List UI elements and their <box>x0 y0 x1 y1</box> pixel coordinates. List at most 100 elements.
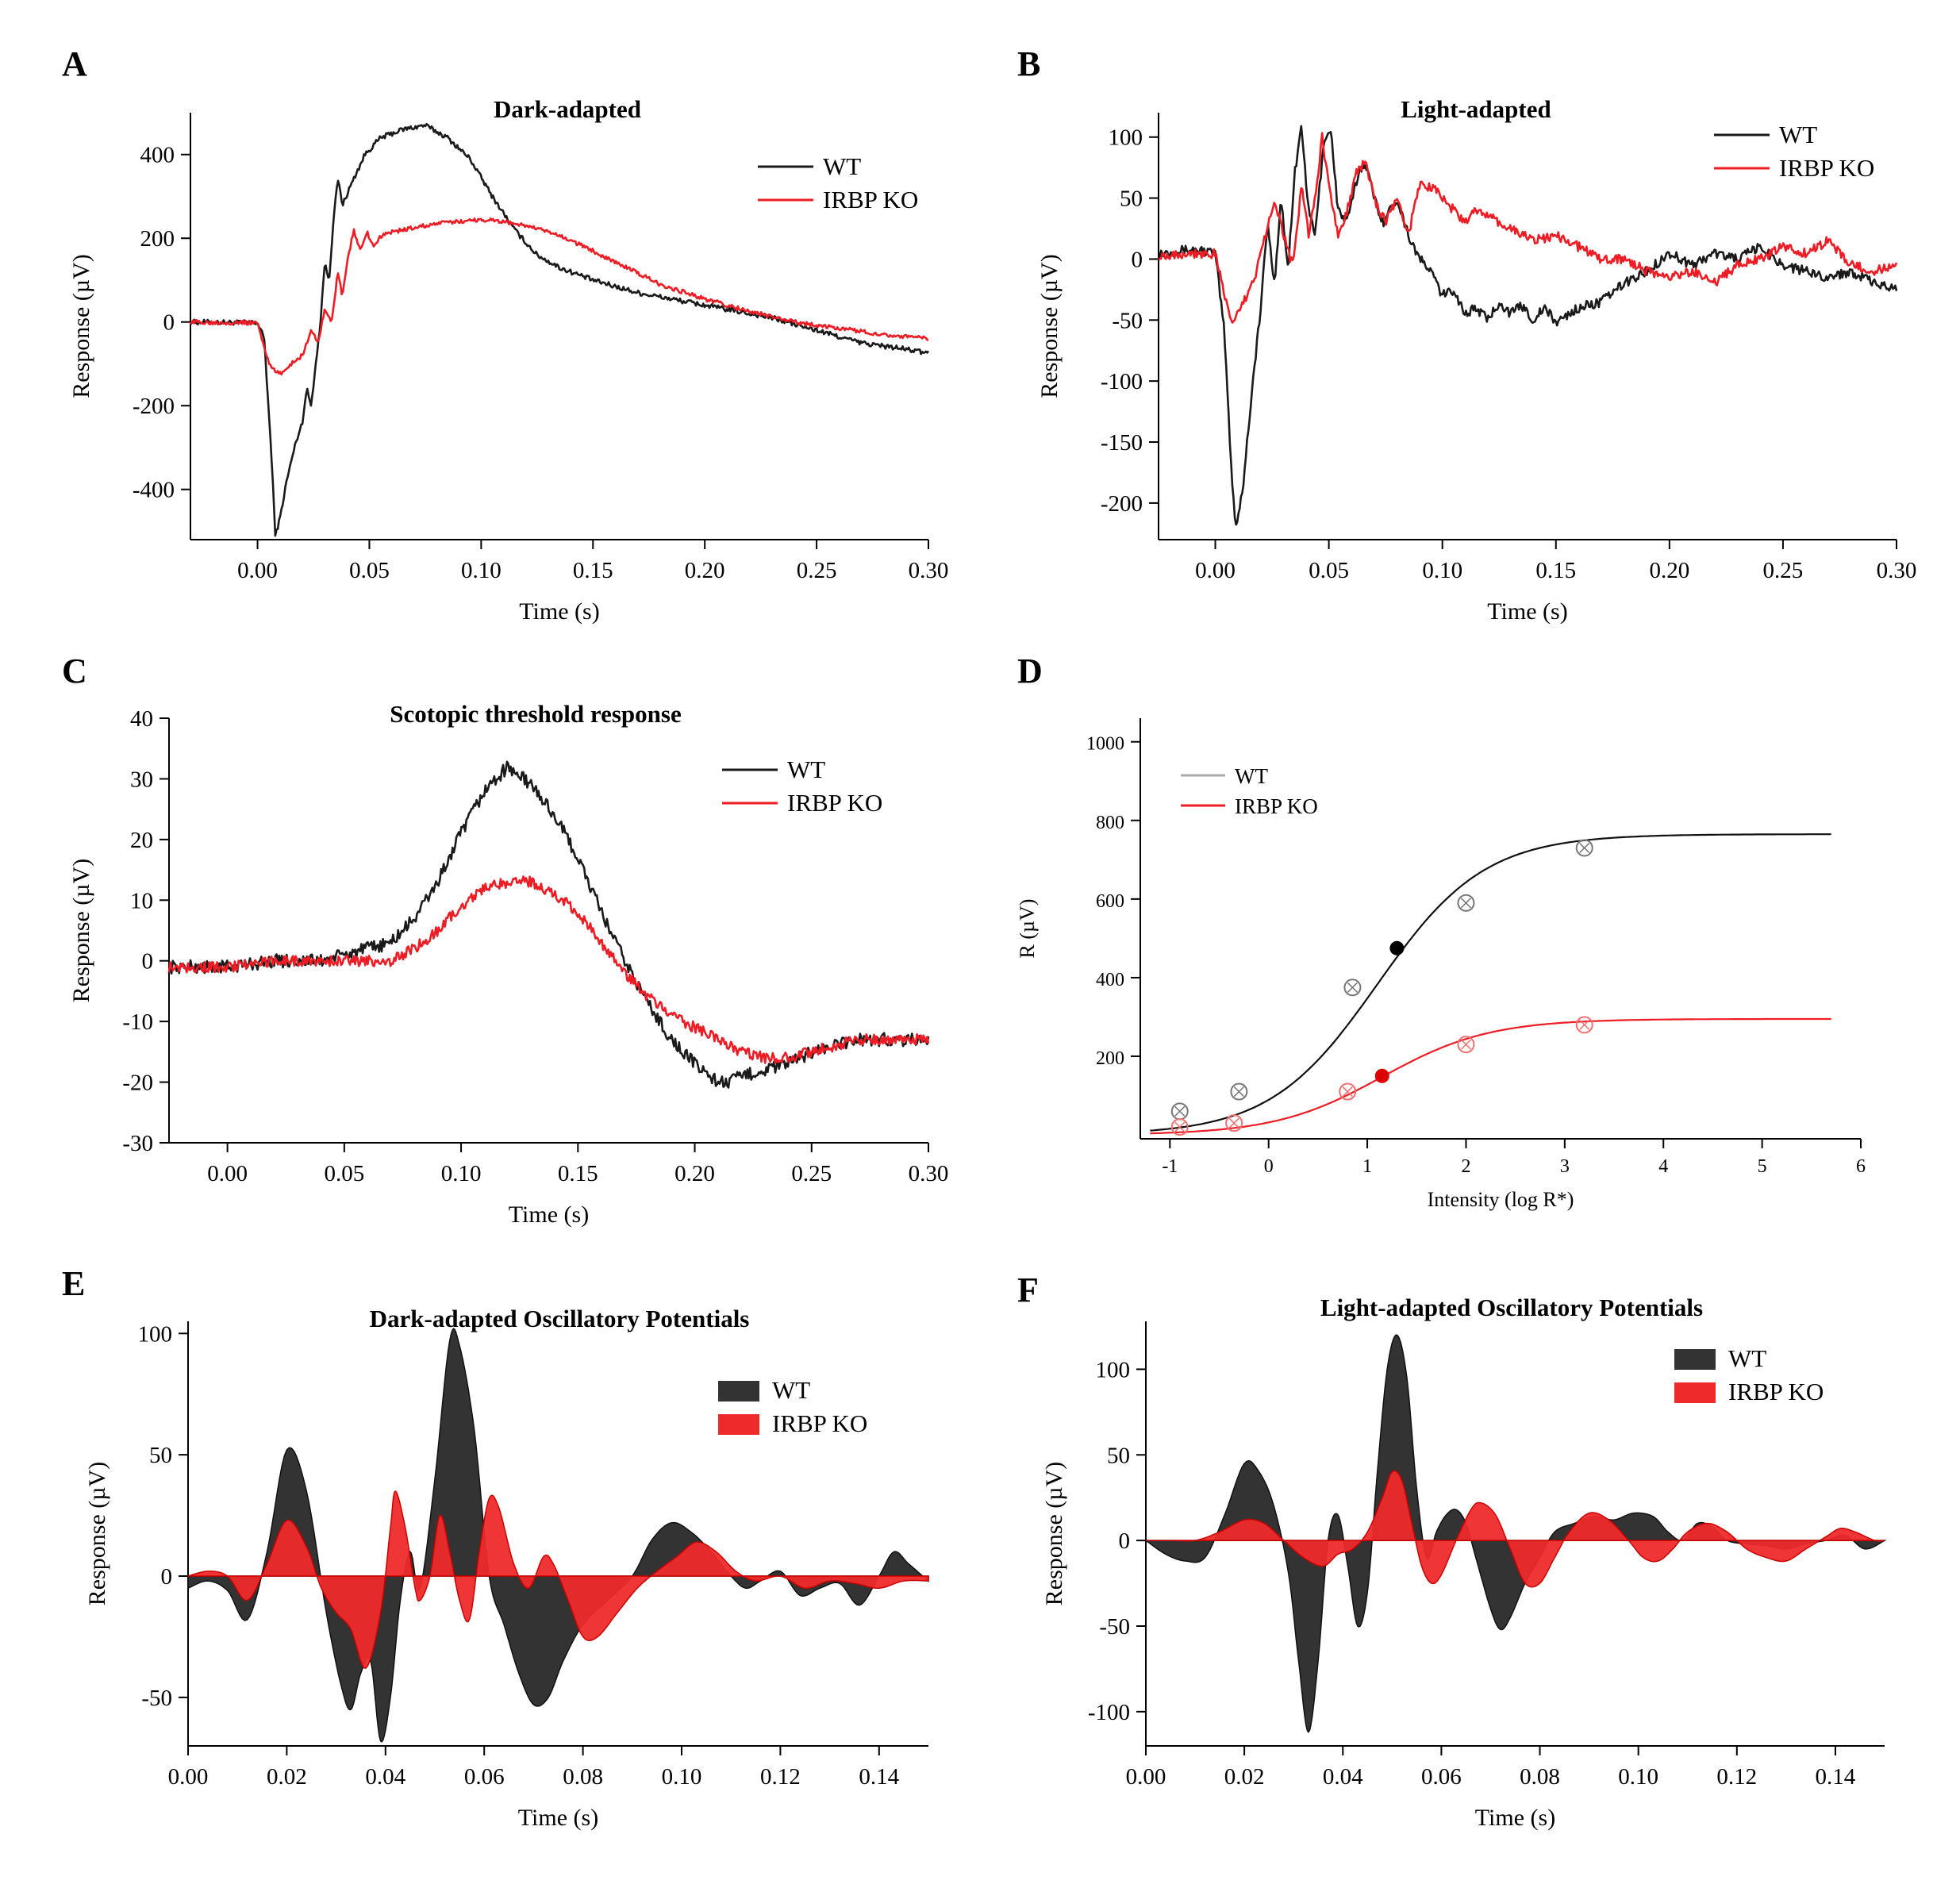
data-point <box>1575 839 1593 857</box>
legend-label: WT <box>1779 121 1817 148</box>
x-tick-label: 0.02 <box>267 1764 307 1790</box>
half-saturation-point <box>1374 1068 1389 1083</box>
x-tick-label: 0.00 <box>237 558 278 583</box>
y-tick-label: -10 <box>122 1009 153 1035</box>
x-tick-label: 0.15 <box>573 558 613 583</box>
x-axis-label: Time (s) <box>1475 1805 1555 1831</box>
x-tick-label: -1 <box>1162 1156 1178 1177</box>
data-point-cross <box>1579 842 1590 853</box>
y-tick-label: 50 <box>149 1443 172 1468</box>
panel-letter: C <box>62 652 87 690</box>
x-tick-label: 0.12 <box>760 1764 801 1790</box>
x-tick-label: 0.05 <box>324 1161 364 1186</box>
x-tick-label: 0.30 <box>909 558 949 583</box>
legend-label: WT <box>787 756 825 783</box>
panel-letter: B <box>1017 44 1040 83</box>
data-point-cross <box>1228 1117 1239 1128</box>
x-tick-label: 0.10 <box>662 1764 702 1790</box>
y-axis-label: Response (µV) <box>1041 1462 1067 1605</box>
x-tick-label: 2 <box>1461 1156 1470 1177</box>
y-tick-label: -50 <box>1099 1614 1130 1640</box>
y-tick-label: 0 <box>142 949 154 975</box>
series-line-irbp-ko <box>189 217 929 376</box>
data-point <box>1225 1114 1243 1132</box>
y-tick-label: 100 <box>1096 1357 1131 1382</box>
series-line-wt <box>189 123 930 537</box>
x-tick-label: 0 <box>1264 1156 1274 1177</box>
panel-letter: E <box>62 1264 85 1303</box>
x-tick-label: 0.08 <box>563 1764 603 1790</box>
x-tick-label: 0.04 <box>1323 1764 1363 1790</box>
x-axis-label: Intensity (log R*) <box>1428 1188 1574 1211</box>
y-tick-label: 1000 <box>1086 734 1124 755</box>
x-tick-label: 6 <box>1856 1156 1866 1177</box>
panel-f: F Light-adapted Oscillatory Potentials 0.0… <box>1017 1271 1887 1831</box>
x-tick-label: 5 <box>1758 1156 1767 1177</box>
x-tick-label: 3 <box>1560 1156 1570 1177</box>
series-line-irbp-ko <box>167 875 930 1064</box>
legend-label: WT <box>772 1376 810 1404</box>
y-axis-label: Response (µV) <box>68 859 94 1002</box>
y-tick-label: -200 <box>1101 491 1143 517</box>
y-axis-label: Response (µV) <box>68 254 94 398</box>
legend-label: IRBP KO <box>787 789 882 817</box>
x-axis-label: Time (s) <box>1487 598 1567 625</box>
data-point <box>1457 894 1475 912</box>
x-tick-label: 0.20 <box>1649 558 1689 583</box>
x-tick-label: 0.00 <box>1126 1764 1166 1790</box>
fit-curve-wt <box>1150 833 1831 1132</box>
legend-label: IRBP KO <box>823 186 918 213</box>
data-point-cross <box>1174 1105 1186 1117</box>
y-tick-label: 50 <box>1107 1443 1130 1468</box>
x-tick-label: 4 <box>1658 1156 1668 1177</box>
series-area-irbp-ko <box>187 1490 929 1670</box>
data-point <box>1343 979 1362 997</box>
y-tick-label: 400 <box>1096 970 1124 990</box>
x-tick-label: 0.06 <box>1421 1764 1462 1790</box>
y-tick-label: 0 <box>1132 247 1143 272</box>
y-tick-label: 100 <box>138 1321 173 1347</box>
x-tick-label: 0.05 <box>349 558 390 583</box>
y-tick-label: -50 <box>1112 308 1143 333</box>
y-tick-label: 200 <box>1096 1048 1124 1069</box>
x-axis-label: Time (s) <box>509 1202 589 1228</box>
y-tick-label: -100 <box>1101 369 1143 394</box>
panel-d: D -1 0 1 2 3 4 5 6 1000 800 600 400 200 Intensity (log… <box>1016 652 1866 1211</box>
y-tick-label: 200 <box>140 226 175 252</box>
x-tick-label: 0.00 <box>207 1161 248 1186</box>
y-tick-label: -100 <box>1088 1700 1130 1725</box>
data-point-cross <box>1347 982 1358 993</box>
x-tick-label: 0.30 <box>1877 558 1917 583</box>
legend-label: IRBP KO <box>1235 794 1318 818</box>
y-tick-label: 800 <box>1096 813 1124 833</box>
x-tick-label: 0.08 <box>1520 1764 1560 1790</box>
y-tick-label: 600 <box>1096 891 1124 912</box>
panel-letter: A <box>62 44 87 83</box>
panel-c: C Scotopic threshold response 0.00 0.05 0.10… <box>62 652 948 1228</box>
x-tick-label: 0.00 <box>168 1764 209 1790</box>
legend-swatch <box>1674 1349 1716 1370</box>
half-saturation-point <box>1389 940 1405 955</box>
data-point-cross <box>1460 1039 1471 1050</box>
chart-title: Scotopic threshold response <box>390 700 681 728</box>
data-point-cross <box>1233 1086 1244 1098</box>
y-tick-label: -200 <box>133 394 175 419</box>
legend-swatch <box>718 1414 759 1435</box>
legend-swatch <box>1674 1382 1716 1403</box>
x-tick-label: 0.14 <box>859 1764 899 1790</box>
legend-label: IRBP KO <box>1728 1378 1824 1405</box>
chart-title: Dark-adapted Oscillatory Potentials <box>370 1305 750 1332</box>
data-point <box>1170 1118 1189 1136</box>
x-tick-label: 0.25 <box>1763 558 1804 583</box>
x-tick-label: 0.15 <box>1535 558 1576 583</box>
data-point-cross <box>1579 1019 1590 1030</box>
x-tick-label: 0.02 <box>1224 1764 1265 1790</box>
y-tick-label: 0 <box>1119 1528 1131 1554</box>
legend-label: WT <box>1728 1344 1766 1372</box>
y-tick-label: -50 <box>141 1686 172 1711</box>
x-tick-label: 0.20 <box>685 558 725 583</box>
data-point-cross <box>1174 1121 1186 1132</box>
x-tick-label: 0.04 <box>365 1764 405 1790</box>
y-tick-label: -20 <box>122 1071 153 1096</box>
